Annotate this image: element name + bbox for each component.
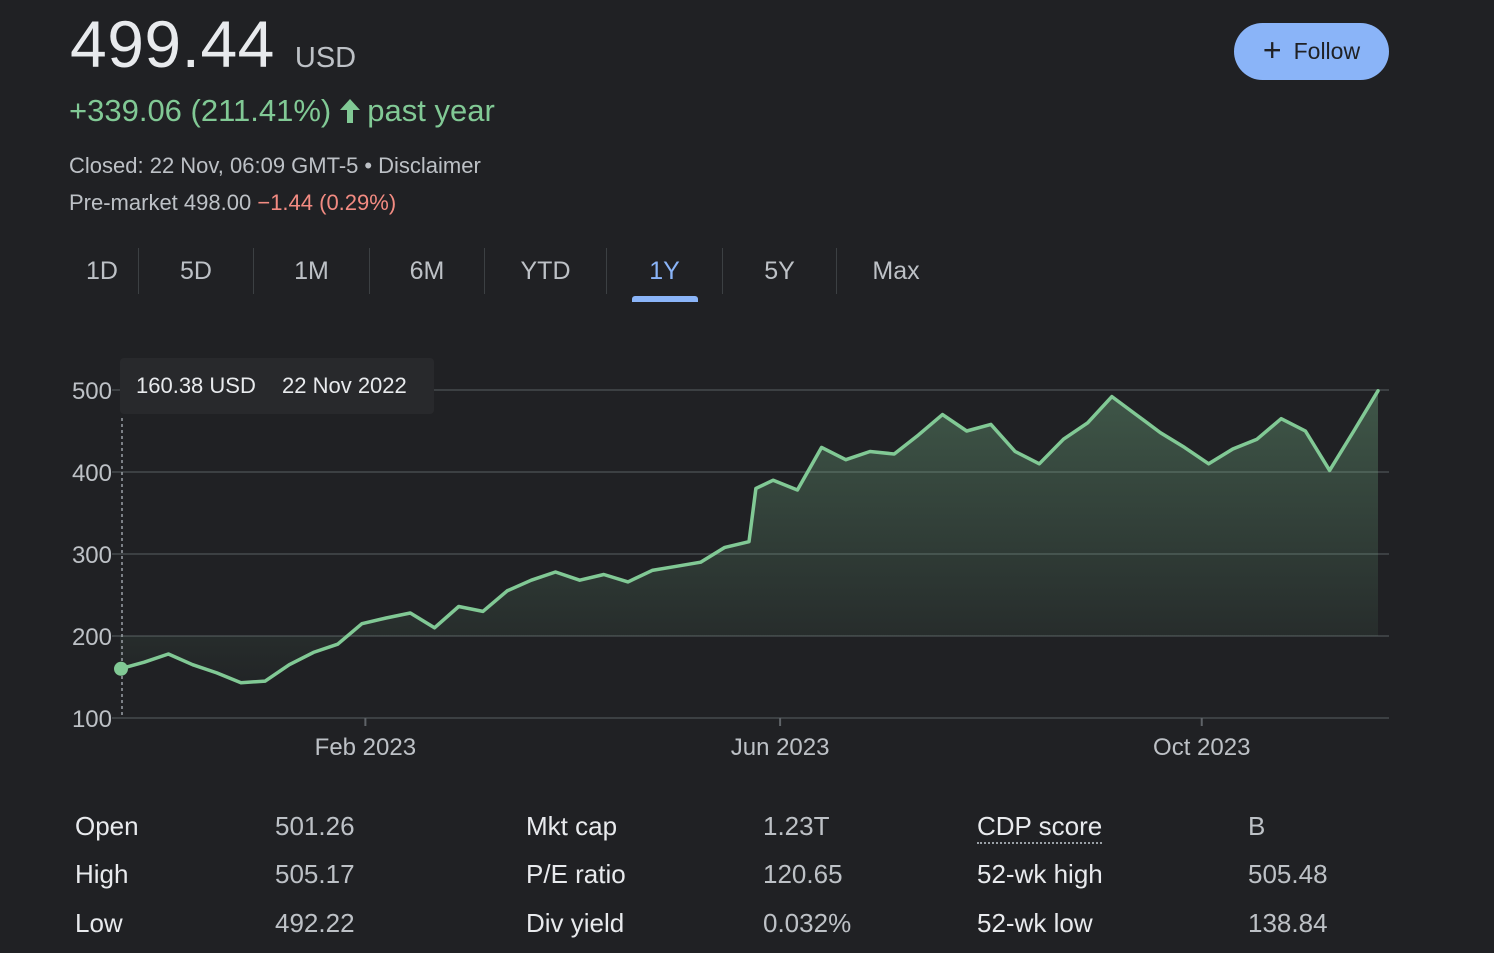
time-range-tabs: 1D 5D 1M 6M YTD 1Y 5Y Max (66, 246, 955, 302)
tab-label: 6M (409, 256, 445, 285)
tab-ytd[interactable]: YTD (485, 246, 606, 296)
stat-label-open: Open (75, 811, 139, 841)
separator-dot: • (364, 153, 373, 178)
stat-label-pe-ratio: P/E ratio (526, 859, 626, 889)
tab-5d[interactable]: 5D (139, 246, 253, 296)
tab-label: 5D (180, 256, 212, 285)
tooltip-price: 160.38 USD (136, 373, 256, 398)
tab-label: 1Y (649, 256, 680, 285)
follow-button[interactable]: + Follow (1234, 23, 1389, 80)
stat-label-cdp-score[interactable]: CDP score (977, 811, 1103, 844)
tab-label: Max (872, 256, 920, 285)
stat-value-mkt-cap: 1.23T (763, 811, 830, 841)
price-area (120, 390, 1378, 683)
tab-label: 1M (294, 256, 329, 285)
currency-label: USD (294, 42, 357, 74)
stat-label-low: Low (75, 908, 123, 938)
stat-value-div-yield: 0.032% (763, 908, 852, 938)
price-chart[interactable]: 500 400 300 200 100 Feb 2023 Jun 2023 Oct 2023 1… (0, 340, 1494, 780)
tooltip-box (120, 358, 434, 414)
premarket-info: Pre-market 498.00 −1.44 (0.29%) (69, 190, 396, 216)
price-line (118, 389, 1380, 685)
tab-1d[interactable]: 1D (66, 246, 138, 296)
tab-divider (722, 248, 723, 294)
y-tick-label: 500 (72, 378, 112, 405)
tab-1y[interactable]: 1Y (607, 246, 722, 296)
tab-divider (253, 248, 254, 294)
stat-value-52wk-high: 505.48 (1248, 859, 1328, 889)
hover-marker (114, 661, 128, 676)
stat-value-low: 492.22 (275, 908, 355, 938)
stat-value-pe-ratio: 120.65 (763, 859, 843, 889)
tab-label: YTD (520, 256, 571, 285)
tooltip-date: 22 Nov 2022 (282, 373, 407, 398)
market-status: Closed: 22 Nov, 06:09 GMT-5 • Disclaimer (69, 153, 481, 179)
stat-label-52wk-low: 52-wk low (977, 908, 1093, 938)
stat-label-high: High (75, 859, 129, 889)
tab-6m[interactable]: 6M (370, 246, 484, 296)
price-header: 499.44 USD (70, 6, 356, 82)
tab-divider (138, 248, 139, 294)
y-tick-label: 400 (72, 460, 112, 487)
tab-divider (836, 248, 837, 294)
tab-divider (369, 248, 370, 294)
tab-divider (484, 248, 485, 294)
disclaimer-link[interactable]: Disclaimer (378, 153, 481, 178)
plus-icon: + (1262, 32, 1282, 68)
premarket-change: −1.44 (0.29%) (257, 190, 397, 215)
premarket-price: 498.00 (183, 190, 252, 215)
stat-label-52wk-high: 52-wk high (977, 859, 1103, 889)
follow-label: Follow (1293, 38, 1361, 64)
x-tick-label: Feb 2023 (315, 734, 416, 761)
y-tick-label: 300 (72, 542, 112, 569)
stat-value-cdp-score: B (1248, 811, 1266, 841)
y-tick-label: 200 (72, 624, 112, 651)
x-tick-label: Jun 2023 (731, 734, 830, 761)
change-value: +339.06 (211.41%) (69, 93, 332, 128)
tab-5y[interactable]: 5Y (723, 246, 836, 296)
premarket-label: Pre-market (69, 190, 178, 215)
y-tick-label: 100 (72, 706, 112, 733)
x-tick-label: Oct 2023 (1153, 734, 1250, 761)
price-change: +339.06 (211.41%) past year (69, 93, 495, 129)
current-price: 499.44 (70, 7, 275, 81)
stat-value-high: 505.17 (275, 859, 355, 889)
stat-label-div-yield: Div yield (526, 908, 625, 938)
tab-max[interactable]: Max (837, 246, 955, 296)
tab-label: 1D (86, 256, 118, 285)
stat-value-52wk-low: 138.84 (1248, 908, 1328, 938)
arrow-up-icon (339, 98, 361, 124)
stat-value-open: 501.26 (275, 811, 355, 841)
tab-1m[interactable]: 1M (254, 246, 369, 296)
tab-label: 5Y (764, 256, 795, 285)
change-period: past year (367, 93, 495, 128)
closed-time: Closed: 22 Nov, 06:09 GMT-5 (69, 153, 359, 178)
stat-label-mkt-cap: Mkt cap (526, 811, 618, 841)
